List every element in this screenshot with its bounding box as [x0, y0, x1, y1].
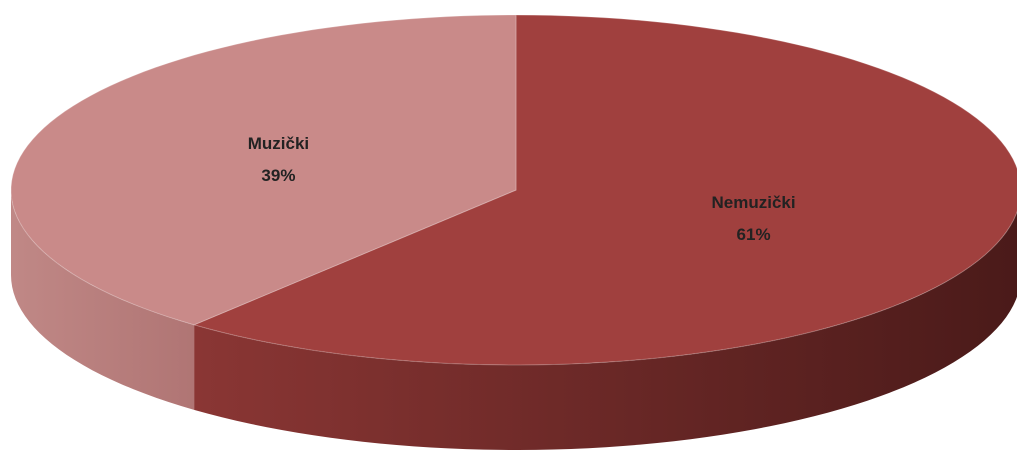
slice-value-label: 61% [737, 225, 771, 244]
pie-side [11, 190, 195, 410]
slice-label: Nemuzički [712, 193, 796, 212]
slice-value-label: 39% [261, 166, 295, 185]
pie-slice [10, 14, 517, 326]
pie-slice [192, 14, 1017, 366]
pie-side [194, 211, 1017, 450]
slice-label: Muzički [248, 134, 309, 153]
